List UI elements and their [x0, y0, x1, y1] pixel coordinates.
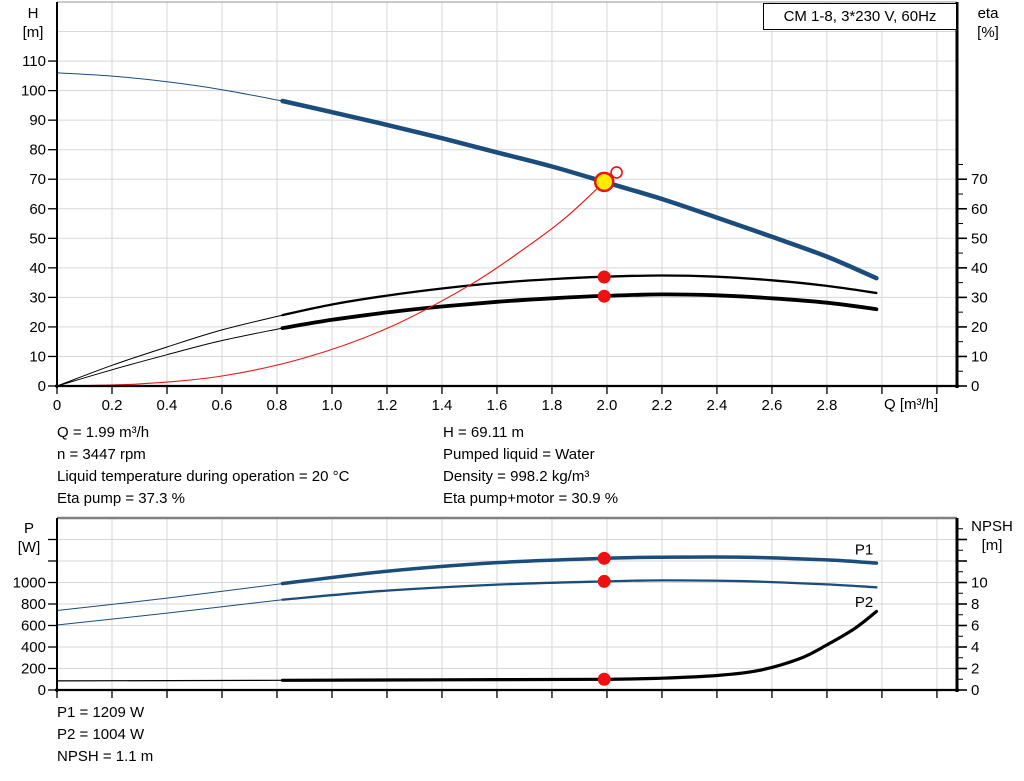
y-tick-label: 600 — [21, 618, 46, 635]
eta-pump-motor-point — [597, 289, 611, 303]
x-tick-label: 1.4 — [432, 397, 453, 414]
x-tick-label: 0.4 — [157, 397, 178, 414]
x-tick-label: 2.2 — [652, 397, 673, 414]
info-line: H = 69.11 m — [443, 424, 525, 441]
info-line: Q = 1.99 m³/h — [57, 424, 150, 441]
y-tick-label: 0 — [38, 378, 46, 395]
x-tick-label: 0 — [53, 397, 61, 414]
npsh-point — [597, 672, 611, 686]
info-line: Density = 998.2 kg/m³ — [443, 468, 590, 485]
y-tick-label: 1000 — [13, 575, 46, 592]
x-tick-label: 2.8 — [817, 397, 838, 414]
y-tick-label: 70 — [29, 171, 46, 188]
y-tick-label: 110 — [22, 53, 46, 70]
info-line: NPSH = 1.1 m — [57, 748, 154, 765]
p1-curve — [280, 555, 879, 586]
info-line: P2 = 1004 W — [57, 726, 145, 743]
y2-tick-label: 30 — [971, 289, 988, 306]
y2-tick-label: 10 — [971, 575, 988, 592]
y-tick-label: 60 — [29, 201, 46, 218]
info-line: P1 = 1209 W — [57, 704, 145, 721]
system-curve — [56, 181, 605, 387]
y-tick-label: 30 — [29, 289, 46, 306]
y2-tick-label: 10 — [971, 348, 988, 365]
y-tick-label: 10 — [29, 348, 46, 365]
eta-pump-point — [597, 270, 611, 284]
y-tick-label: 80 — [29, 142, 46, 159]
info-line: Eta pump = 37.3 % — [57, 490, 185, 507]
eta-pump-curve-thin — [56, 314, 283, 387]
eta-pump-motor-curve — [280, 292, 879, 330]
info-line: Pumped liquid = Water — [443, 446, 595, 463]
power-info: P1 = 1209 W P2 = 1004 W NPSH = 1.1 m — [57, 702, 153, 768]
chart-0: 0 0.2 0.4 0.6 0.8 1.0 1.2 1.4 1.6 1.8 2.0 2.2 2.4 2.6… — [21, 1, 988, 414]
info-line: n = 3447 rpm — [57, 446, 146, 463]
y2-tick-label: 2 — [971, 661, 979, 678]
y-tick-label: 50 — [29, 230, 46, 247]
y-tick-label: 800 — [21, 596, 46, 613]
p2-curve — [281, 579, 878, 601]
q-axis-title: Q [m³/h] — [884, 396, 939, 413]
y2-tick-label: 8 — [971, 596, 979, 613]
npsh-axis-title: NPSH [m] — [971, 518, 1013, 554]
pump-title: CM 1-8, 3*230 V, 60Hz — [783, 8, 937, 25]
head-curve — [280, 98, 879, 281]
y-tick-label: 100 — [21, 83, 46, 100]
npsh-curve — [280, 609, 878, 682]
x-tick-label: 1.6 — [487, 397, 508, 414]
eta-pump-curve — [281, 274, 878, 317]
p-axis-title: P [W] — [17, 520, 41, 556]
eta-axis-title: eta [%] — [977, 5, 999, 41]
curve-label-P2: P2 — [855, 594, 873, 611]
p2-curve-thin — [56, 599, 283, 626]
y2-tick-label: 6 — [971, 618, 979, 635]
p1-curve-thin — [56, 583, 283, 611]
y-tick-label: 40 — [29, 260, 46, 277]
h-axis-title: H [m] — [22, 5, 44, 41]
info-line: Liquid temperature during operation = 20… — [57, 468, 350, 485]
chart-1: 0 200 400 600 800 1000 0 2 4 6 8 10 P1 P2 — [13, 516, 988, 699]
y-tick-label: 90 — [29, 112, 46, 129]
x-tick-label: 0.6 — [212, 397, 233, 414]
y2-tick-label: 0 — [971, 682, 979, 699]
x-tick-label: 2.4 — [707, 397, 728, 414]
eta-pump-motor-curve-thin — [56, 327, 283, 387]
duty-point — [593, 171, 615, 193]
duty-info-right: H = 69.11 m Pumped liquid = Water Densit… — [443, 422, 618, 510]
y-tick-label: 200 — [21, 661, 46, 678]
curve-label-P1: P1 — [855, 542, 873, 559]
y-tick-label: 400 — [21, 639, 46, 656]
npsh-curve-thin — [56, 679, 284, 682]
p2-point — [597, 574, 611, 588]
y2-tick-label: 4 — [971, 639, 979, 656]
head-curve-thin — [56, 72, 283, 102]
x-tick-label: 2.0 — [597, 397, 618, 414]
x-tick-label: 1.2 — [377, 397, 398, 414]
y2-tick-label: 40 — [971, 260, 988, 277]
p1-point — [597, 551, 611, 565]
y2-tick-label: 50 — [971, 230, 988, 247]
rated-point — [610, 166, 623, 179]
y2-tick-label: 20 — [971, 319, 988, 336]
duty-info-left: Q = 1.99 m³/h n = 3447 rpm Liquid temper… — [57, 422, 349, 510]
y2-tick-label: 60 — [971, 201, 988, 218]
x-tick-label: 2.6 — [762, 397, 783, 414]
x-tick-label: 0.8 — [267, 397, 288, 414]
y2-tick-label: 70 — [971, 171, 988, 188]
y2-tick-label: 0 — [971, 378, 979, 395]
pump-title-box: CM 1-8, 3*230 V, 60Hz — [763, 3, 957, 30]
y-tick-label: 20 — [29, 319, 46, 336]
info-line: Eta pump+motor = 30.9 % — [443, 490, 619, 507]
x-tick-label: 0.2 — [102, 397, 123, 414]
x-tick-label: 1.0 — [322, 397, 343, 414]
x-tick-label: 1.8 — [542, 397, 563, 414]
y-tick-label: 0 — [38, 682, 46, 699]
